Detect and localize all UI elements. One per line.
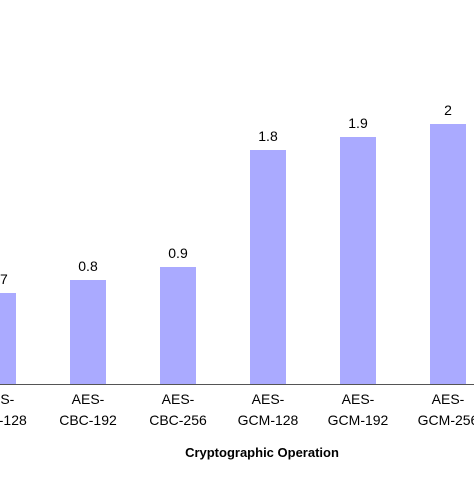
x-tick-label-3-1: GCM-128 bbox=[238, 412, 299, 428]
bar-0 bbox=[0, 293, 16, 384]
bars-layer bbox=[0, 124, 466, 384]
value-label-5: 2 bbox=[444, 102, 452, 118]
value-label-3: 1.8 bbox=[258, 128, 278, 144]
bar-4 bbox=[340, 137, 376, 384]
value-label-2: 0.9 bbox=[168, 245, 188, 261]
x-tick-label-2-1: CBC-256 bbox=[149, 412, 207, 428]
x-tick-label-1-0: AES- bbox=[72, 391, 105, 407]
bar-2 bbox=[160, 267, 196, 384]
bar-3 bbox=[250, 150, 286, 384]
value-label-4: 1.9 bbox=[348, 115, 368, 131]
x-tick-label-2-0: AES- bbox=[162, 391, 195, 407]
x-tick-label-0-0: AES- bbox=[0, 391, 15, 407]
bar-1 bbox=[70, 280, 106, 384]
x-tick-label-4-1: GCM-192 bbox=[328, 412, 389, 428]
x-tick-label-4-0: AES- bbox=[342, 391, 375, 407]
x-tick-label-3-0: AES- bbox=[252, 391, 285, 407]
x-tick-label-5-0: AES- bbox=[432, 391, 465, 407]
value-label-0: 0.7 bbox=[0, 271, 8, 287]
x-tick-label-1-1: CBC-192 bbox=[59, 412, 117, 428]
value-labels-layer: 0.7 0.8 0.9 1.8 1.9 2 bbox=[0, 102, 452, 287]
x-axis-title: Cryptographic Operation bbox=[185, 445, 339, 460]
bar-5 bbox=[430, 124, 466, 384]
x-tick-label-0-1: CBC-128 bbox=[0, 412, 27, 428]
tick-labels-layer: AES- CBC-128 AES- CBC-192 AES- CBC-256 AES- GCM… bbox=[0, 391, 474, 428]
value-label-1: 0.8 bbox=[78, 258, 98, 274]
x-tick-label-5-1: GCM-256 bbox=[418, 412, 474, 428]
